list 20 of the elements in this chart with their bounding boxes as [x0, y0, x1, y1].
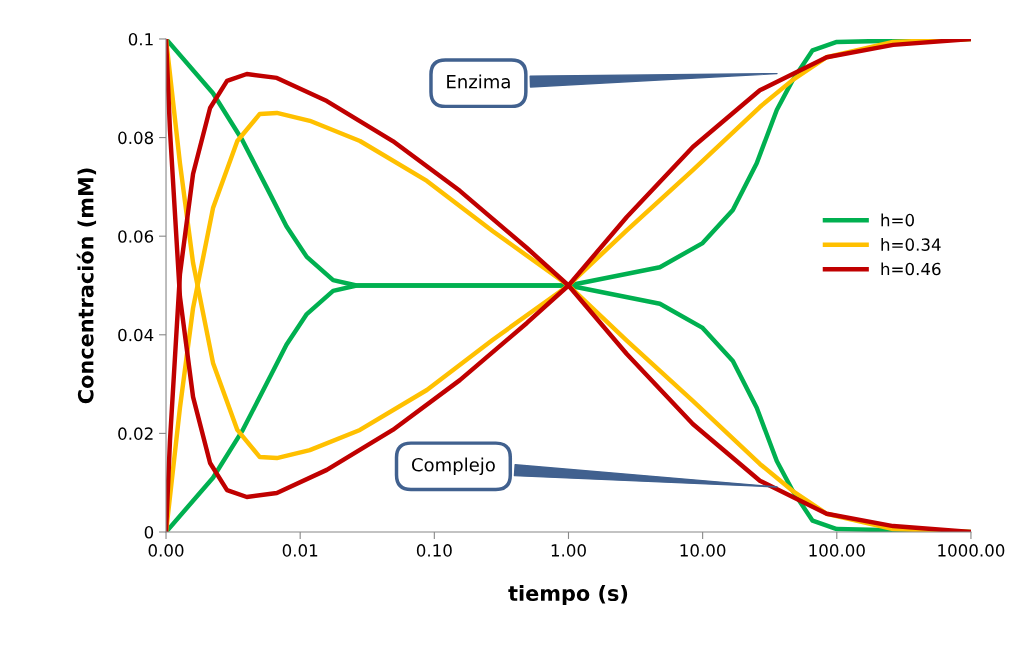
x-tick-label: 1.00	[551, 544, 586, 557]
x-axis-title: tiempo (s)	[508, 584, 628, 606]
y-tick-label: 0	[144, 525, 154, 539]
y-axis-title: Concentración (mM)	[76, 168, 97, 404]
x-tick-label: 100.00	[809, 544, 865, 557]
y-tick-label: 0.1	[128, 32, 153, 46]
y-tick-label: 0.02	[118, 427, 153, 440]
x-tick-label: 0.01	[282, 544, 318, 557]
y-tick-label: 0.08	[118, 131, 154, 145]
annotation: Enzima	[447, 74, 510, 89]
annotation: Complejo	[411, 457, 495, 476]
legend-label: h=0.34	[881, 237, 941, 251]
legend-label: h=0	[881, 213, 914, 227]
x-tick-label: 1000.00	[938, 544, 1005, 557]
y-tick-label: 0.06	[118, 230, 154, 243]
x-tick-label: 0.10	[416, 544, 452, 557]
legend-label: h=0.46	[881, 262, 941, 276]
x-tick-label: 10.00	[680, 544, 726, 557]
y-tick-label: 0.04	[118, 328, 154, 342]
x-tick-label: 0.00	[148, 544, 184, 557]
